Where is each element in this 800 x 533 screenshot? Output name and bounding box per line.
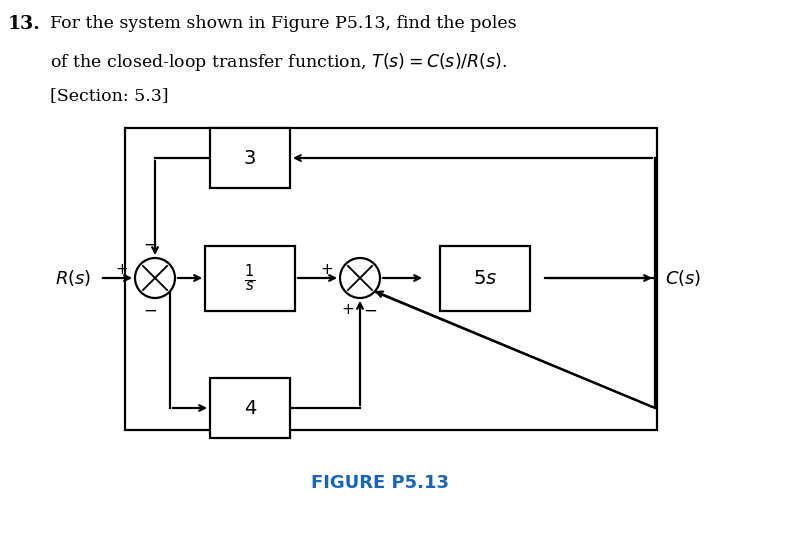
Text: 13.: 13. [8,15,41,33]
Text: FIGURE P5.13: FIGURE P5.13 [311,474,449,492]
Bar [210,378,290,438]
Text: $R(s)$: $R(s)$ [55,268,91,288]
Text: +: + [320,262,333,278]
Text: 4: 4 [244,399,256,417]
Text: $C(s)$: $C(s)$ [665,268,702,288]
Text: For the system shown in Figure P5.13, find the poles: For the system shown in Figure P5.13, fi… [50,15,517,32]
Bar [440,246,530,311]
Text: −: − [363,302,377,320]
Bar [210,128,290,188]
Text: $5s$: $5s$ [473,269,497,287]
Text: −: − [143,302,157,320]
Bar [125,128,657,430]
Text: $\frac{1}{s}$: $\frac{1}{s}$ [244,262,256,294]
Text: of the closed-loop transfer function, $T(s) = C(s)/R(s)$.: of the closed-loop transfer function, $T… [50,51,507,73]
Circle shape [135,258,175,298]
Text: −: − [143,236,157,254]
Text: [Section: 5.3]: [Section: 5.3] [50,87,169,104]
Text: +: + [342,302,354,317]
Bar [205,246,295,311]
Text: +: + [115,262,128,278]
Circle shape [340,258,380,298]
Text: 3: 3 [244,149,256,167]
